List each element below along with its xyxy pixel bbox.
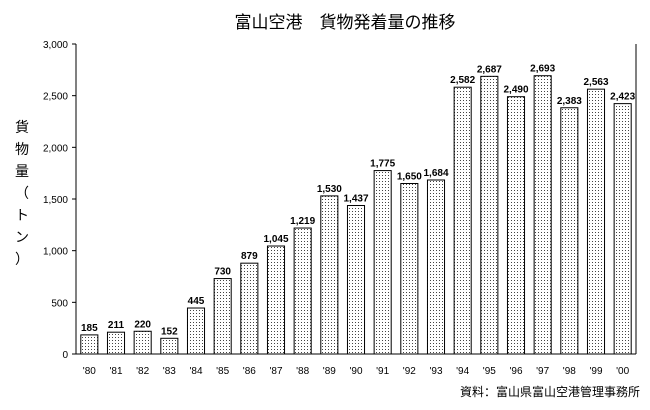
- y-axis-ticks: 0 500 1,000 1,500 2,000 2,500 3,000: [43, 40, 76, 361]
- bar: [186, 307, 206, 355]
- bar: [533, 75, 552, 355]
- data-label: 1,437: [343, 194, 368, 205]
- data-label: 445: [188, 296, 205, 307]
- y-tick-label: 2,000: [43, 143, 68, 154]
- y-tick-label: 0: [62, 350, 68, 361]
- x-tick-label: '81: [109, 366, 122, 377]
- bar: [560, 107, 579, 355]
- data-label: 211: [108, 320, 125, 331]
- data-label: 1,530: [317, 184, 342, 195]
- data-label: 2,423: [610, 92, 635, 103]
- x-tick-label: '97: [536, 366, 549, 377]
- y-tick-label: 1,500: [43, 195, 68, 206]
- x-tick-label: '83: [163, 366, 176, 377]
- bar: [373, 170, 392, 355]
- y-tick-label: 2,500: [43, 92, 68, 103]
- bar: [586, 88, 606, 355]
- y-tick-label: 500: [51, 298, 68, 309]
- data-label: 1,045: [263, 234, 288, 245]
- bar: [400, 183, 419, 355]
- bar: [613, 103, 632, 355]
- bar: [293, 227, 312, 355]
- y-tick-label: 1,000: [43, 247, 68, 258]
- x-tick-label: '87: [269, 366, 282, 377]
- bar: [266, 245, 286, 355]
- data-label: 2,693: [530, 64, 555, 75]
- data-label: 2,563: [583, 77, 608, 88]
- x-tick-label: '92: [403, 366, 416, 377]
- x-tick-label: '98: [563, 366, 576, 377]
- bar: [133, 330, 152, 355]
- data-label: 1,650: [397, 172, 422, 183]
- data-label: 2,490: [503, 85, 528, 96]
- bar: [160, 337, 179, 355]
- bar: [106, 331, 126, 355]
- x-tick-label: '99: [589, 366, 602, 377]
- x-tick-label: '96: [509, 366, 522, 377]
- x-tick-label: '91: [376, 366, 389, 377]
- x-tick-label: '00: [616, 366, 629, 377]
- x-tick-label: '90: [349, 366, 362, 377]
- data-label: 2,687: [477, 64, 502, 75]
- y-tick-label: 3,000: [43, 40, 68, 51]
- data-label: 730: [214, 267, 231, 278]
- bar: [240, 262, 259, 355]
- bar: [346, 205, 366, 355]
- x-tick-label: '88: [296, 366, 309, 377]
- x-tick-label: '94: [456, 366, 469, 377]
- x-tick-label: '84: [189, 366, 202, 377]
- bar: [426, 179, 446, 355]
- bar: [80, 334, 99, 355]
- bar: [453, 86, 472, 355]
- source-note: 資料：富山県富山空港管理事務所: [460, 384, 640, 399]
- data-label: 2,383: [557, 96, 582, 107]
- x-tick-label: '80: [83, 366, 96, 377]
- x-tick-label: '85: [216, 366, 229, 377]
- data-label: 2,582: [450, 75, 475, 86]
- data-label: 1,775: [370, 159, 395, 170]
- x-tick-label: '89: [323, 366, 336, 377]
- data-label: 879: [241, 251, 258, 262]
- bar: [320, 195, 339, 355]
- data-label: 185: [81, 323, 98, 334]
- data-label: 1,219: [290, 216, 315, 227]
- data-label: 220: [134, 319, 151, 330]
- x-axis-ticks: '80 '81 '82 '83 '84 '85 '86 '87 '88 '89 '90 '91 '92 '…: [83, 366, 630, 377]
- x-tick-label: '82: [136, 366, 149, 377]
- y-axis-label: 貨物量（トン）: [15, 119, 29, 268]
- bar: [480, 75, 499, 355]
- x-tick-label: '95: [483, 366, 496, 377]
- bars: [80, 75, 632, 355]
- data-label: 152: [161, 326, 178, 337]
- chart-title: 富山空港 貨物発着量の推移: [235, 13, 456, 33]
- bar: [213, 278, 232, 355]
- data-label: 1,684: [423, 168, 448, 179]
- x-tick-label: '93: [429, 366, 442, 377]
- bar: [506, 96, 526, 355]
- x-tick-label: '86: [243, 366, 256, 377]
